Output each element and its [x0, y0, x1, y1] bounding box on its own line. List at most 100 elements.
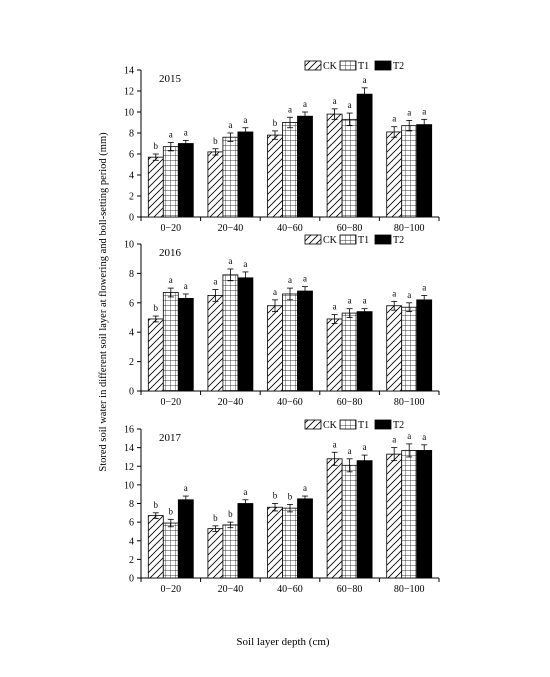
legend-swatch-T1	[339, 234, 357, 245]
bar-T2-2	[297, 498, 313, 579]
y-tick-label: 12	[124, 462, 134, 473]
bar-CK-3	[326, 458, 343, 579]
x-tick-label: 20−40	[218, 584, 244, 595]
bar-CK-3	[326, 113, 343, 218]
significance-label: a	[288, 104, 292, 114]
y-tick-label: 2	[129, 357, 134, 368]
bar-T1-0	[162, 146, 179, 218]
bar-T2-1	[237, 503, 254, 579]
significance-label: a	[288, 275, 292, 285]
significance-label: b	[213, 513, 218, 523]
legend-label-T1: T1	[358, 420, 369, 431]
significance-label: a	[392, 114, 396, 124]
bar-T2-1	[237, 277, 254, 392]
legend-swatch-T1	[339, 60, 357, 71]
bar-CK-2	[267, 134, 283, 218]
chart-panel-2015: 0 2 4 6 8 10 12 14 0−20 20−40 40−60 60−80 80−100 2015…	[124, 60, 440, 234]
significance-label: a	[184, 281, 188, 291]
y-tick-label: 8	[129, 269, 134, 280]
bar-CK-4	[386, 453, 403, 579]
significance-label: a	[363, 296, 367, 306]
y-axis-label: Stored soil water in different soil laye…	[98, 132, 109, 472]
significance-label: a	[228, 256, 232, 266]
bar-T1-3	[341, 118, 358, 218]
bar-T2-3	[356, 311, 373, 392]
bar-T2-2	[297, 115, 313, 218]
x-tick-label: 0−20	[160, 223, 181, 234]
x-tick-label: 40−60	[277, 397, 303, 408]
y-tick-label: 4	[129, 171, 134, 182]
y-tick-label: 16	[124, 425, 134, 436]
bar-T1-1	[222, 524, 239, 579]
bar-T1-3	[341, 464, 358, 579]
y-tick-label: 6	[129, 518, 134, 529]
significance-label: a	[422, 106, 426, 116]
bar-T2-0	[177, 297, 194, 392]
bar-T2-1	[237, 131, 254, 218]
panel-title: 2017	[159, 432, 182, 444]
significance-label: a	[273, 287, 277, 297]
bar-T1-2	[282, 122, 298, 218]
significance-label: a	[333, 439, 337, 449]
x-tick-label: 40−60	[277, 584, 303, 595]
bar-CK-3	[326, 318, 343, 392]
significance-label: a	[407, 431, 411, 441]
significance-label: a	[407, 107, 411, 117]
legend-label-CK: CK	[323, 420, 338, 431]
significance-label: b	[228, 509, 233, 519]
significance-label: a	[169, 129, 173, 139]
significance-label: a	[348, 446, 352, 456]
bar-CK-1	[207, 528, 224, 579]
significance-label: b	[154, 500, 159, 510]
bar-T1-1	[222, 274, 239, 392]
y-tick-label: 2	[129, 192, 134, 203]
x-tick-label: 0−20	[160, 397, 181, 408]
significance-label: a	[184, 483, 188, 493]
bar-T2-0	[177, 499, 194, 579]
legend-swatch-T2	[374, 60, 392, 71]
bar-CK-0	[147, 318, 164, 392]
x-tick-label: 60−80	[337, 584, 363, 595]
significance-label: a	[363, 442, 367, 452]
bar-T1-4	[401, 450, 418, 579]
legend-label-CK: CK	[323, 61, 338, 72]
significance-label: a	[422, 432, 426, 442]
bar-T1-0	[162, 522, 179, 579]
bar-T2-4	[416, 124, 433, 218]
legend-swatch-T2	[374, 419, 392, 430]
legend-swatch-T2	[374, 234, 392, 245]
chart-panels: 0 2 4 6 8 10 12 14 0−20 20−40 40−60 60−80 80−100 2015…	[124, 60, 440, 595]
x-tick-label: 40−60	[277, 223, 303, 234]
significance-label: b	[213, 136, 218, 146]
x-tick-label: 80−100	[394, 223, 425, 234]
y-tick-label: 0	[129, 213, 134, 224]
x-tick-label: 60−80	[337, 223, 363, 234]
y-tick-label: 14	[124, 66, 134, 77]
bar-CK-4	[386, 305, 403, 392]
bar-CK-1	[207, 295, 224, 392]
bar-T1-4	[401, 306, 418, 392]
bar-T1-2	[282, 507, 298, 579]
significance-label: a	[392, 288, 396, 298]
legend-label-CK: CK	[323, 235, 338, 246]
bar-T2-2	[297, 290, 313, 392]
legend-swatch-T1	[339, 419, 357, 430]
x-tick-label: 20−40	[218, 397, 244, 408]
significance-label: a	[333, 96, 337, 106]
bar-CK-1	[207, 151, 224, 218]
x-tick-label: 20−40	[218, 223, 244, 234]
y-tick-label: 0	[129, 387, 134, 398]
legend-swatch-CK	[304, 234, 322, 245]
significance-label: a	[407, 290, 411, 300]
significance-label: b	[154, 141, 159, 151]
bar-T1-3	[341, 312, 358, 392]
bar-CK-2	[267, 506, 283, 579]
bar-CK-0	[147, 515, 164, 579]
y-tick-label: 10	[124, 240, 134, 251]
significance-label: a	[243, 259, 247, 269]
bar-T2-0	[177, 143, 194, 218]
legend-label-T2: T2	[393, 61, 404, 72]
chart-panel-2016: 0 2 4 6 8 10 0−20 20−40 40−60 60−80 80−100 2016 CK T1…	[124, 234, 440, 408]
bar-T2-3	[356, 460, 373, 579]
